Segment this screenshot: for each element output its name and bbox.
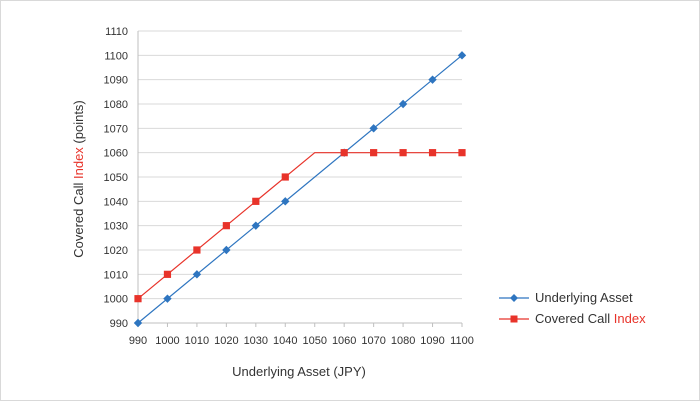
x-tick-label: 1040 [273,335,297,347]
data-point-covered-call-index [193,246,201,254]
y-axis-label: Covered Call Index (points) [71,100,86,258]
y-tick-label: 1010 [104,269,128,281]
data-point-covered-call-index [163,270,172,278]
y-tick-labels: 990 1000 1010 1020 1030 1040 1050 1060 1070 1080 1… [104,26,128,330]
y-axis-label-part: (points) [71,100,86,147]
data-point-covered-call-index [458,149,466,157]
y-tick-label: 1030 [104,221,128,233]
gridlines [137,30,463,327]
data-point-underlying-asset [222,245,231,255]
legend-item-underlying-asset: Underlying Asset [499,290,633,305]
y-axis-label-part: Covered Call [71,179,86,258]
y-tick-label: 990 [110,318,128,330]
data-point-underlying-asset [163,294,172,303]
data-point-covered-call-index [428,149,437,157]
series-markers [133,51,467,328]
data-point-underlying-asset [398,99,408,109]
x-tick-label: 1030 [244,335,268,347]
data-point-covered-call-index [134,295,142,303]
data-point-covered-call-index [370,149,378,157]
data-point-covered-call-index [252,197,260,205]
y-tick-label: 1070 [104,123,128,135]
y-tick-label: 1110 [105,26,128,38]
data-point-covered-call-index [340,149,348,157]
legend-square-icon [510,315,518,323]
x-tick-label: 1010 [185,335,209,347]
y-axis-label-highlight: Index [71,147,86,179]
y-tick-label: 1060 [104,148,128,160]
x-tick-labels: 990 1000 1010 1020 1030 1040 1050 1060 1070 1080 1… [129,335,474,347]
x-tick-label: 1080 [391,335,415,347]
legend-label-covered-call-index: Covered Call Index [535,311,646,326]
y-tick-label: 1050 [104,172,128,184]
x-tick-label: 1070 [361,335,385,347]
data-point-underlying-asset [457,51,467,60]
legend-label-underlying-asset: Underlying Asset [535,290,633,305]
data-point-covered-call-index [281,173,289,181]
data-point-covered-call-index [399,149,407,157]
data-point-underlying-asset [133,318,143,328]
x-tick-label: 1090 [420,335,444,347]
data-point-underlying-asset [251,221,261,230]
x-tick-label: 1060 [332,335,356,347]
series-line-underlying-asset [137,54,463,324]
y-tick-label: 1090 [104,75,128,87]
data-point-underlying-asset [192,270,202,279]
x-axis-label: Underlying Asset (JPY) [232,364,366,379]
data-point-underlying-asset [369,124,378,133]
legend-item-covered-call-index: Covered Call Index [499,311,646,326]
legend-diamond-icon [510,294,518,302]
series-lines [137,54,463,324]
y-tick-label: 1100 [104,50,128,62]
y-tick-label: 1000 [104,294,128,306]
data-point-covered-call-index [222,222,230,230]
x-tick-label: 1050 [302,335,326,347]
y-tick-label: 1080 [104,99,128,111]
y-tick-label: 1040 [104,196,128,208]
x-tick-label: 1100 [450,335,474,347]
x-tick-label: 990 [129,335,147,347]
data-point-underlying-asset [281,197,290,206]
x-tick-label: 1020 [214,335,238,347]
y-tick-label: 1020 [104,245,128,257]
x-tick-label: 1000 [155,335,179,347]
data-point-underlying-asset [428,75,437,84]
legend: Underlying Asset Covered Call Index [499,290,646,326]
